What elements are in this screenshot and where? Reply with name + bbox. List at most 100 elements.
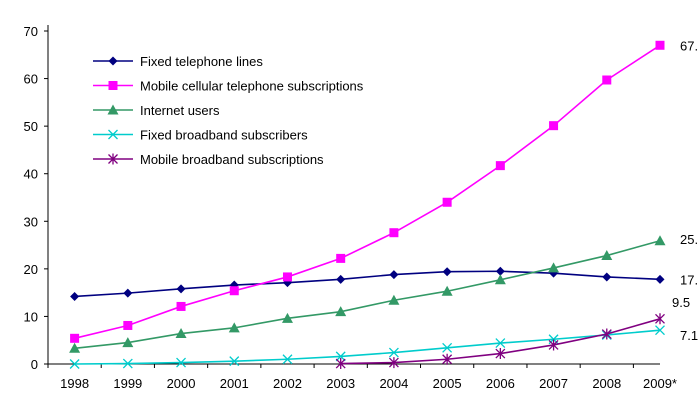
x-tick-label: 2007 — [539, 376, 568, 391]
data-point — [655, 274, 665, 284]
x-tick-label: 2008 — [592, 376, 621, 391]
data-point — [122, 337, 134, 348]
data-point — [494, 274, 506, 285]
data-point — [495, 348, 506, 360]
legend-item: Mobile cellular telephone subscriptions — [93, 79, 364, 94]
data-point — [122, 358, 133, 369]
data-point — [282, 354, 293, 365]
data-point — [335, 358, 346, 370]
data-point — [176, 284, 186, 294]
data-point — [336, 253, 346, 263]
legend-label: Fixed telephone lines — [140, 54, 263, 69]
data-point — [549, 121, 559, 131]
data-point — [654, 235, 666, 246]
data-point — [176, 301, 186, 311]
end-value-label: 25.9 — [680, 232, 698, 247]
data-point — [123, 320, 133, 330]
end-value-label: 7.1 — [680, 328, 698, 343]
series-1 — [70, 40, 665, 343]
legend-marker — [108, 56, 118, 66]
data-point — [389, 270, 399, 280]
data-point — [655, 313, 665, 325]
x-tick-label: 2000 — [167, 376, 196, 391]
data-point — [655, 40, 665, 50]
series-3 — [69, 325, 665, 369]
data-point — [123, 288, 133, 298]
data-point — [228, 322, 240, 333]
data-point — [70, 291, 80, 301]
data-point — [388, 357, 399, 369]
data-point — [70, 333, 80, 343]
data-point — [336, 274, 346, 284]
legend-item: Fixed telephone lines — [93, 54, 263, 69]
y-tick-label: 30 — [24, 214, 38, 229]
data-point — [441, 285, 453, 296]
data-point — [388, 294, 400, 305]
legend-label: Mobile cellular telephone subscriptions — [140, 79, 364, 94]
legend-item: Mobile broadband subscriptions — [93, 152, 324, 167]
series-line — [74, 329, 661, 365]
data-point — [601, 328, 612, 340]
data-point — [442, 267, 452, 277]
data-point — [442, 353, 453, 365]
x-tick-label: 2009* — [643, 376, 677, 391]
data-point — [495, 338, 506, 349]
legend-label: Mobile broadband subscriptions — [140, 152, 324, 167]
end-value-labels: 17.8 67.0 25.9 7.1 9.5 — [672, 38, 698, 343]
data-point — [442, 342, 453, 353]
x-axis-ticks: 1998 1999 2000 2001 2002 2003 2004 2005 2006 2007… — [47, 364, 677, 391]
legend-label: Fixed broadband subscribers — [140, 128, 308, 143]
data-point — [548, 262, 560, 273]
chart-axes — [47, 25, 660, 365]
data-point — [229, 356, 240, 367]
data-point — [602, 272, 612, 282]
x-tick-label: 2005 — [433, 376, 462, 391]
data-point — [602, 75, 612, 85]
legend-marker — [107, 104, 119, 115]
data-point — [548, 339, 559, 351]
chart-legend: Fixed telephone lines Mobile cellular tel… — [93, 54, 364, 167]
end-value-label: 67.0 — [680, 38, 698, 53]
data-point — [229, 286, 239, 296]
data-point — [176, 357, 187, 368]
x-tick-label: 2001 — [220, 376, 249, 391]
data-point — [655, 325, 665, 336]
data-point — [495, 161, 505, 171]
data-point — [388, 347, 399, 358]
legend-label: Internet users — [140, 103, 220, 118]
data-point — [442, 197, 452, 207]
series-2 — [69, 235, 666, 353]
legend-marker — [108, 153, 118, 165]
data-point — [495, 266, 505, 276]
series-line — [74, 270, 661, 298]
data-point — [69, 359, 80, 369]
data-point — [175, 328, 187, 339]
series-line — [74, 240, 661, 350]
data-point — [335, 351, 346, 362]
chart-series — [69, 40, 666, 370]
legend-item: Fixed broadband subscribers — [93, 128, 308, 143]
legend-item: Internet users — [93, 103, 220, 118]
y-tick-label: 70 — [24, 24, 38, 39]
y-tick-label: 50 — [24, 119, 38, 134]
y-tick-label: 40 — [24, 167, 38, 182]
y-tick-label: 60 — [24, 72, 38, 87]
y-axis-ticks: 0 10 20 30 40 50 60 70 — [24, 24, 48, 372]
x-tick-label: 1998 — [60, 376, 89, 391]
data-point — [389, 228, 399, 238]
data-point — [601, 250, 613, 261]
x-tick-label: 2004 — [379, 376, 408, 391]
x-tick-label: 2003 — [326, 376, 355, 391]
legend-marker — [108, 129, 118, 140]
data-point — [69, 342, 81, 353]
x-tick-label: 1999 — [113, 376, 142, 391]
y-tick-label: 20 — [24, 262, 38, 277]
series-line — [74, 44, 661, 340]
y-tick-label: 0 — [31, 357, 38, 372]
end-value-label: 17.8 — [680, 272, 698, 287]
end-value-label: 9.5 — [672, 295, 690, 310]
x-tick-label: 2002 — [273, 376, 302, 391]
data-point — [281, 312, 293, 323]
series-4 — [335, 313, 665, 370]
